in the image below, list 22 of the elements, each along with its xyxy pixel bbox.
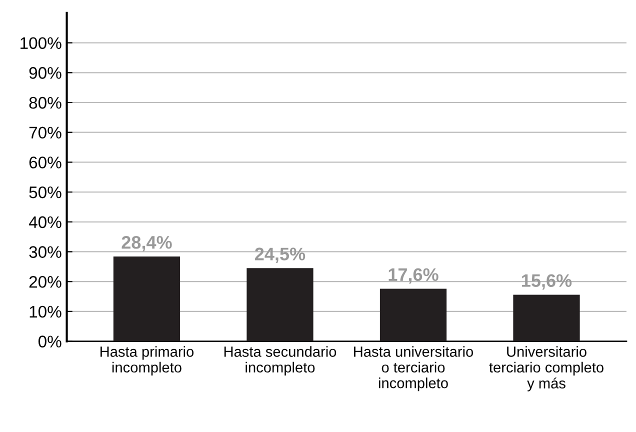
y-tick-label: 70% (29, 126, 62, 139)
x-tick-label: Hasta primario incompleto (100, 346, 194, 376)
y-tick-label: 20% (29, 276, 62, 288)
y-tick-label: 100% (20, 37, 62, 50)
data-label: 28,4% (122, 236, 172, 252)
y-tick-label: 80% (29, 96, 62, 109)
data-label: 24,5% (255, 248, 306, 264)
bar (380, 288, 447, 342)
bar (513, 294, 580, 342)
y-tick-label: 50% (29, 186, 62, 198)
x-tick-label: Hasta universitario o terciario incompleto (354, 346, 474, 392)
bar (113, 256, 180, 342)
bar (246, 268, 314, 342)
data-label: 17,6% (388, 268, 438, 284)
y-tick-label: 30% (29, 246, 62, 258)
x-tick-label: Hasta secundario incompleto (224, 346, 336, 376)
y-tick-label: 60% (29, 156, 62, 168)
y-tick-label: 90% (29, 67, 62, 79)
x-tick-label: Universitario terciario completo y más (489, 346, 604, 392)
y-tick-label: 10% (30, 306, 62, 318)
y-tick-label: 40% (28, 216, 62, 228)
y-tick-label: 0% (38, 336, 62, 348)
